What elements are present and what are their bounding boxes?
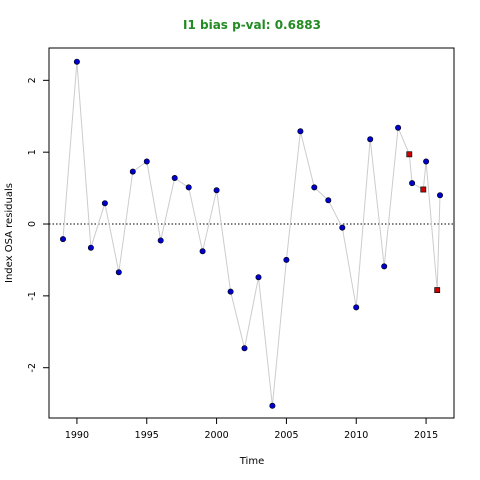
data-point [227,288,234,295]
x-axis-label: Time [239,456,264,467]
chart-title: I1 bias p-val: 0.6883 [183,18,321,32]
axes: 1990 1995 2000 2005 2010 2015 -2 -1 0 1 2 [27,77,438,441]
data-point [241,345,248,352]
plot-frame [48,47,455,419]
data-point [409,180,416,187]
data-point [381,263,388,270]
data-point [297,128,304,135]
data-point [423,158,430,165]
data-point [157,237,164,244]
data-point [395,124,402,131]
data-point-square [434,287,441,293]
data-point [353,304,360,311]
data-point [213,187,220,194]
y-tick-label: 2 [27,77,38,83]
data-point [199,248,206,255]
x-tick-label: 2005 [274,430,298,441]
y-tick-label: 0 [27,221,38,227]
x-tick-label: 1990 [65,430,89,441]
y-tick-label: -1 [27,291,38,300]
data-point [73,58,80,65]
data-point-square [420,186,427,193]
x-tick-label: 1995 [135,430,159,441]
data-point [185,184,192,191]
data-point-square [406,151,413,158]
data-point [269,402,276,409]
plot-area [49,58,454,409]
data-point [101,200,108,207]
x-tick-label: 2015 [414,430,438,441]
data-point [171,175,178,182]
y-axis-label: Index OSA residuals [4,183,15,283]
data-point [325,197,332,204]
y-tick-label: -2 [27,363,38,372]
data-point [115,269,122,276]
y-tick-label: 1 [27,149,38,155]
data-point [436,192,443,199]
data-point [311,184,318,191]
data-point [143,158,150,165]
x-tick-label: 2000 [204,430,228,441]
data-point [129,168,136,175]
data-point [87,244,94,251]
data-point [283,256,290,263]
x-tick-label: 2010 [344,430,368,441]
data-point [367,136,374,143]
data-point [255,274,262,281]
data-point [59,236,66,243]
data-point [339,224,346,231]
series-connector-line [62,61,441,406]
